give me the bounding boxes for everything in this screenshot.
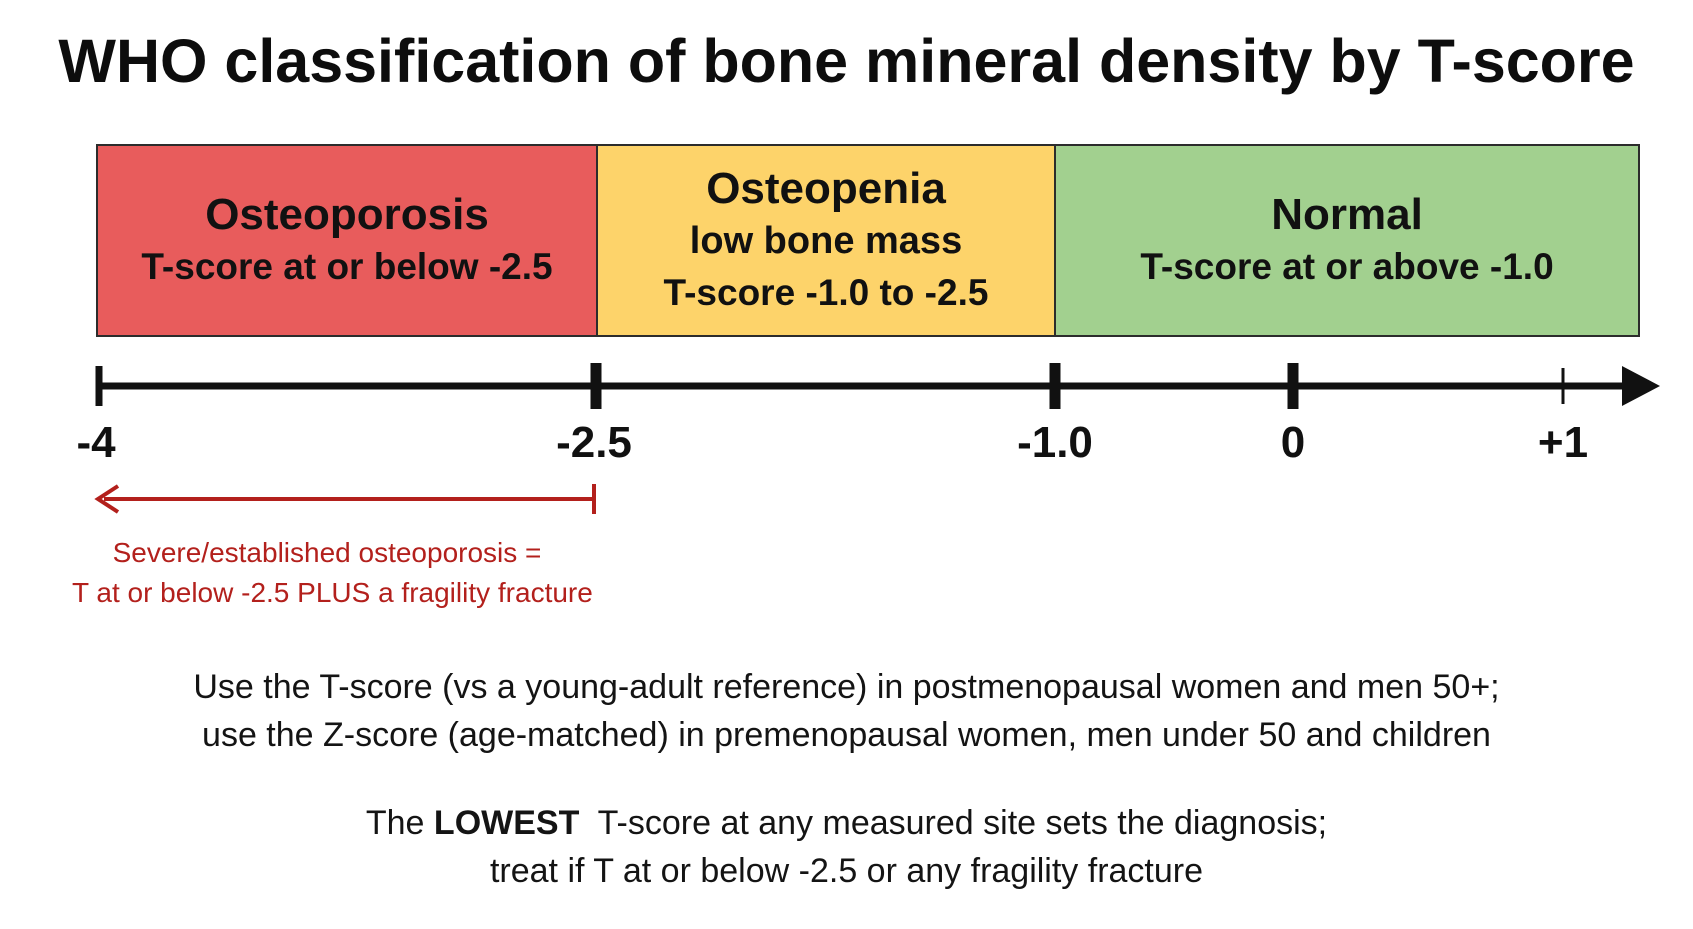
axis-arrowhead-icon xyxy=(1622,366,1660,406)
score-usage-note: Use the T-score (vs a young-adult refere… xyxy=(0,663,1693,759)
axis-tick-label-plus-1: +1 xyxy=(1537,418,1589,467)
band-normal: Normal T-score at or above -1.0 xyxy=(1055,144,1640,337)
band-osteopenia-heading: Osteopenia xyxy=(706,163,946,213)
band-normal-heading: Normal xyxy=(1271,189,1423,239)
score-usage-line-1: Use the T-score (vs a young-adult refere… xyxy=(193,668,1500,706)
lowest-emphasis: LOWEST xyxy=(433,804,580,842)
band-osteoporosis-range: T-score at or below -2.5 xyxy=(141,245,553,287)
band-osteopenia-subheading: low bone mass xyxy=(689,219,963,262)
lowest-suffix: T-score at any measured site sets the di… xyxy=(579,804,1328,842)
lowest-score-line-2: treat if T at or below -2.5 or any fragi… xyxy=(489,852,1204,890)
severe-note-line-1: Severe/established osteoporosis = xyxy=(112,537,542,568)
lowest-score-line-1: The LOWEST T-score at any measured site … xyxy=(0,799,1693,847)
band-osteopenia-range: T-score -1.0 to -2.5 xyxy=(663,271,989,313)
axis-tick-label-minus-2-5: -2.5 xyxy=(556,418,632,467)
severe-osteoporosis-note: Severe/established osteoporosis = T at o… xyxy=(72,533,593,613)
band-osteoporosis: Osteoporosis T-score at or below -2.5 xyxy=(96,144,597,337)
lowest-prefix: The xyxy=(365,804,434,842)
band-osteopenia: Osteopenia low bone mass T-score -1.0 to… xyxy=(597,144,1055,337)
severe-note-line-2: T at or below -2.5 PLUS a fragility frac… xyxy=(72,577,593,608)
band-osteoporosis-heading: Osteoporosis xyxy=(205,189,489,239)
score-usage-line-2: use the Z-score (age-matched) in premeno… xyxy=(202,716,1491,754)
lowest-score-note: The LOWEST T-score at any measured site … xyxy=(0,799,1693,895)
severe-arrow-left-icon xyxy=(94,484,120,514)
axis-tick-label-zero: 0 xyxy=(1280,418,1306,467)
axis-tick-label-minus-1-0: -1.0 xyxy=(1017,418,1093,467)
diagram-title: WHO classification of bone mineral densi… xyxy=(58,27,1635,95)
band-normal-range: T-score at or above -1.0 xyxy=(1140,245,1554,287)
axis-tick-label-minus-4: -4 xyxy=(76,418,116,467)
